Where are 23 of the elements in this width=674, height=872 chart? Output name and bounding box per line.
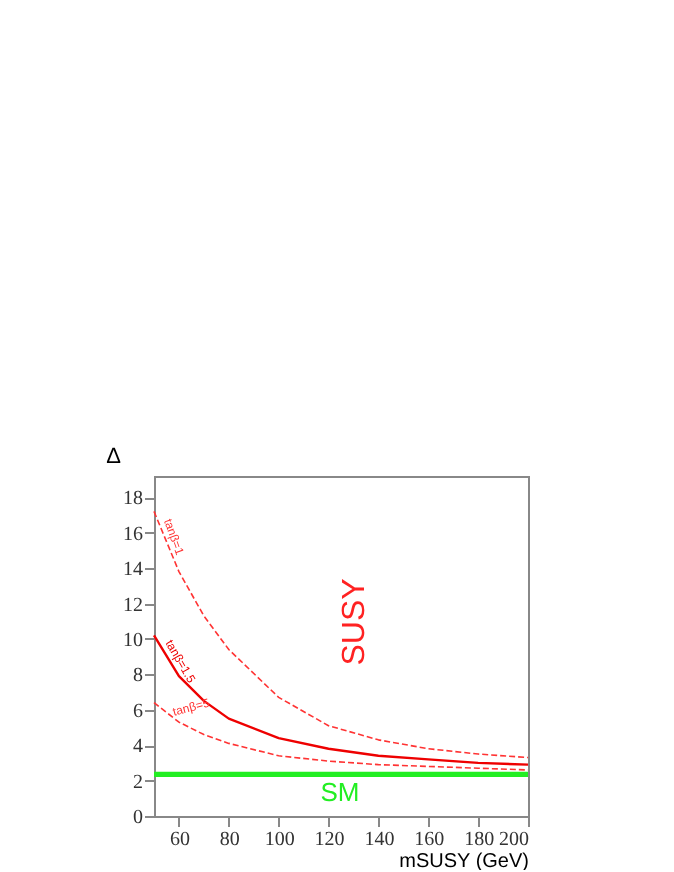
y-tick-label: 4	[133, 736, 143, 759]
x-tick-label: 140	[364, 829, 395, 851]
y-tick-label: 16	[123, 523, 143, 546]
y-tick-label: 12	[123, 594, 143, 617]
x-tick-label: 180	[464, 829, 495, 851]
line-series	[153, 510, 529, 759]
y-tick-label: 10	[123, 629, 143, 652]
y-tick-label: 2	[133, 771, 143, 794]
y-axis-title: Δ	[106, 445, 123, 469]
x-tick-label: 120	[314, 829, 345, 851]
band-label: SM	[320, 777, 360, 808]
x-tick-label: 100	[264, 829, 295, 851]
y-tick-label: 6	[133, 700, 143, 723]
x-tick-label: 200	[499, 829, 529, 851]
line-series	[153, 701, 529, 771]
y-tick-label: 14	[123, 559, 143, 582]
y-tick-label: 8	[133, 665, 143, 688]
x-tick-label: 60	[169, 829, 190, 851]
y-tick-label: 18	[123, 488, 143, 511]
y-tick-label: 0	[133, 807, 143, 829]
x-tick-label: 160	[414, 829, 445, 851]
x-tick-label: 80	[219, 829, 240, 851]
annotation: SUSY	[338, 577, 372, 666]
